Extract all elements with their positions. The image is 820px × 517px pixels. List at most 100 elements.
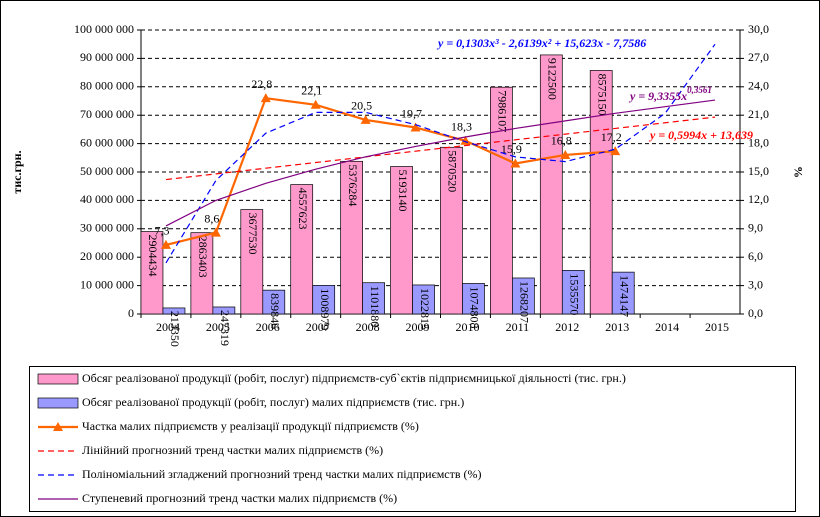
data-label: 5870520 [446, 150, 460, 192]
marker [410, 122, 421, 132]
y-tick-label: 80 000 000 [80, 79, 134, 93]
trend-equation: y = 9,3355x0,3561 [628, 85, 712, 103]
trend-line [165, 116, 716, 181]
trend-equation: y = 0,1303x³ - 2,6139x² + 15,623x - 7,75… [436, 36, 646, 50]
bar [561, 270, 585, 315]
x-tick-label: 2011 [506, 320, 530, 334]
y2-tick-label: 12,0 [748, 192, 769, 206]
x-tick-label: 2005 [206, 320, 230, 334]
legend-swatch [37, 397, 79, 409]
legend-label: Ступеневий прогнозний тренд частки малих… [82, 491, 397, 505]
y-tick-label: 30 000 000 [80, 221, 134, 235]
y-tick-label: 60 000 000 [80, 135, 134, 149]
data-label: 17,2 [601, 130, 622, 144]
y-tick-label: 10 000 000 [80, 277, 134, 291]
x-tick-label: 2012 [555, 320, 579, 334]
bar [340, 160, 363, 315]
y-tick-label: 40 000 000 [80, 192, 134, 206]
y-tick-label: 50 000 000 [80, 164, 134, 178]
y2-tick-label: 3,0 [748, 277, 763, 291]
y2-tick-label: 30,0 [748, 22, 769, 36]
y-tick-label: 20 000 000 [80, 249, 134, 263]
trend-line [165, 43, 716, 264]
bar [611, 271, 635, 315]
y2-axis-label: % [791, 166, 805, 178]
data-label: 1101880 [368, 286, 382, 328]
bar [390, 166, 413, 315]
y2-tick-label: 27,0 [748, 50, 769, 64]
trend-line [165, 99, 716, 227]
data-label: 247319 [218, 310, 232, 346]
data-label: 3677530 [246, 213, 260, 255]
data-label: 22,8 [251, 77, 272, 91]
x-tick-label: 2007 [306, 320, 330, 334]
data-label: 18,3 [451, 120, 472, 134]
x-tick-label: 2010 [455, 320, 479, 334]
y-tick-label: 90 000 000 [80, 50, 134, 64]
bar [412, 284, 435, 315]
trend-equation: y = 0,5994x + 13,639 [648, 128, 753, 142]
y2-tick-label: 6,0 [748, 249, 763, 263]
marker [160, 239, 171, 249]
bar [539, 54, 563, 315]
data-label: 1008979 [318, 288, 332, 330]
x-tick-label: 2015 [705, 320, 729, 334]
data-label: 8,6 [204, 211, 219, 225]
bar [490, 86, 513, 315]
bar [262, 289, 286, 315]
bar [462, 283, 485, 315]
data-label: 839846 [268, 293, 282, 329]
equation-text: y = 0,5994x + 13,639 [648, 128, 753, 142]
legend-label: Частка малих підприємств у реалізації пр… [82, 419, 419, 433]
bar [362, 282, 385, 315]
y2-tick-label: 24,0 [748, 79, 769, 93]
data-label: 16,8 [551, 134, 572, 148]
bar [312, 284, 336, 315]
y-axis-label: тис.грн. [10, 150, 24, 193]
y2-tick-label: 15,0 [748, 164, 769, 178]
bar [190, 232, 214, 315]
bar [512, 277, 535, 315]
x-tick-label: 2014 [655, 320, 679, 334]
legend-label: Лінійний прогнозний тренд частки малих п… [82, 443, 383, 457]
data-label: 7,3 [154, 224, 169, 238]
marker [310, 99, 321, 109]
data-label: 15,9 [501, 142, 522, 156]
equation-text: y = 9,3355x [628, 89, 687, 103]
y-tick-label: 0 [128, 306, 134, 320]
data-label: 9122500 [546, 58, 560, 100]
data-label: 2904434 [146, 235, 160, 277]
data-label: 8575150 [595, 73, 609, 115]
bar [440, 146, 463, 315]
x-tick-label: 2008 [356, 320, 380, 334]
data-label: 22,1 [301, 84, 322, 98]
bar [140, 231, 164, 315]
bar [162, 307, 186, 315]
marker [610, 146, 621, 156]
data-label: 1474147 [617, 275, 631, 317]
marker [510, 158, 521, 168]
data-label: 4557623 [296, 188, 310, 230]
y2-tick-label: 18,0 [748, 135, 769, 149]
bar [240, 209, 264, 315]
bar [212, 306, 236, 315]
legend-label: Обсяг реалізованої продукції (робіт, пос… [82, 371, 626, 385]
data-label: 1074808 [468, 286, 482, 328]
legend-marker [53, 422, 63, 431]
x-tick-label: 2013 [605, 320, 629, 334]
marker [210, 227, 221, 237]
x-tick-label: 2009 [406, 320, 430, 334]
data-label: 20,5 [351, 99, 372, 113]
x-tick-label: 2004 [156, 320, 180, 334]
data-label: 5193140 [396, 170, 410, 212]
y-tick-label: 100 000 000 [74, 22, 134, 36]
y2-tick-label: 21,0 [748, 107, 769, 121]
bar [589, 70, 613, 315]
data-label: 2863403 [196, 236, 210, 278]
data-label: 19,7 [401, 106, 422, 120]
data-label: 1022815 [418, 288, 432, 330]
marker [260, 93, 271, 103]
legend-box [29, 366, 796, 512]
y2-tick-label: 0,0 [748, 306, 763, 320]
